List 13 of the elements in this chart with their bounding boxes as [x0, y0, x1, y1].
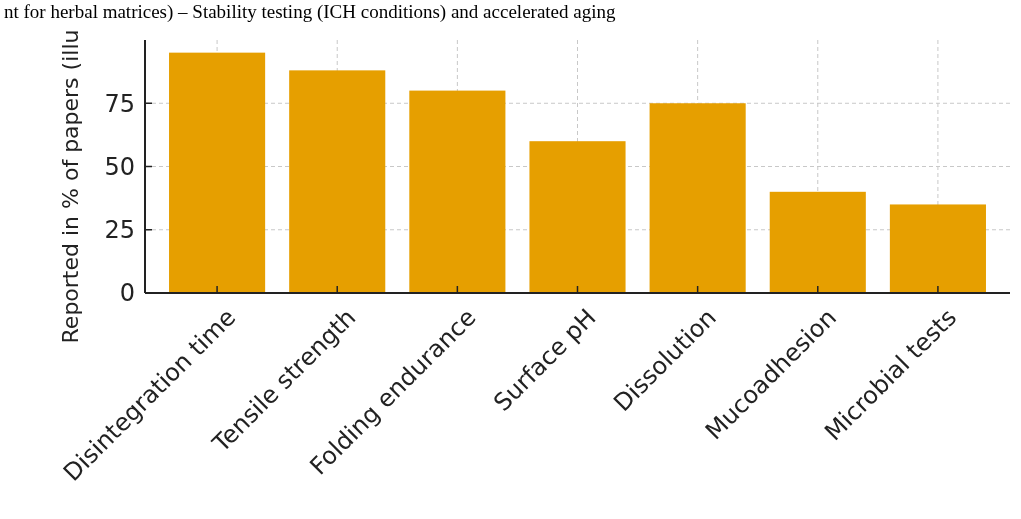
text: nt for herbal matrices) – Stability testing (ICH conditions) and accelerated aging — [4, 1, 616, 23]
y-axis-title: Reported in % of papers (illu — [58, 29, 83, 344]
bar — [409, 90, 506, 293]
bar — [529, 141, 626, 293]
y-tick-label: 25 — [104, 216, 135, 245]
bar — [169, 52, 266, 293]
bar — [889, 204, 986, 293]
y-tick-label: 0 — [119, 279, 135, 308]
bar — [289, 70, 386, 293]
y-tick-label: 75 — [104, 89, 135, 118]
bar — [769, 191, 866, 293]
bar — [649, 103, 746, 293]
y-tick-label: 50 — [104, 152, 135, 181]
